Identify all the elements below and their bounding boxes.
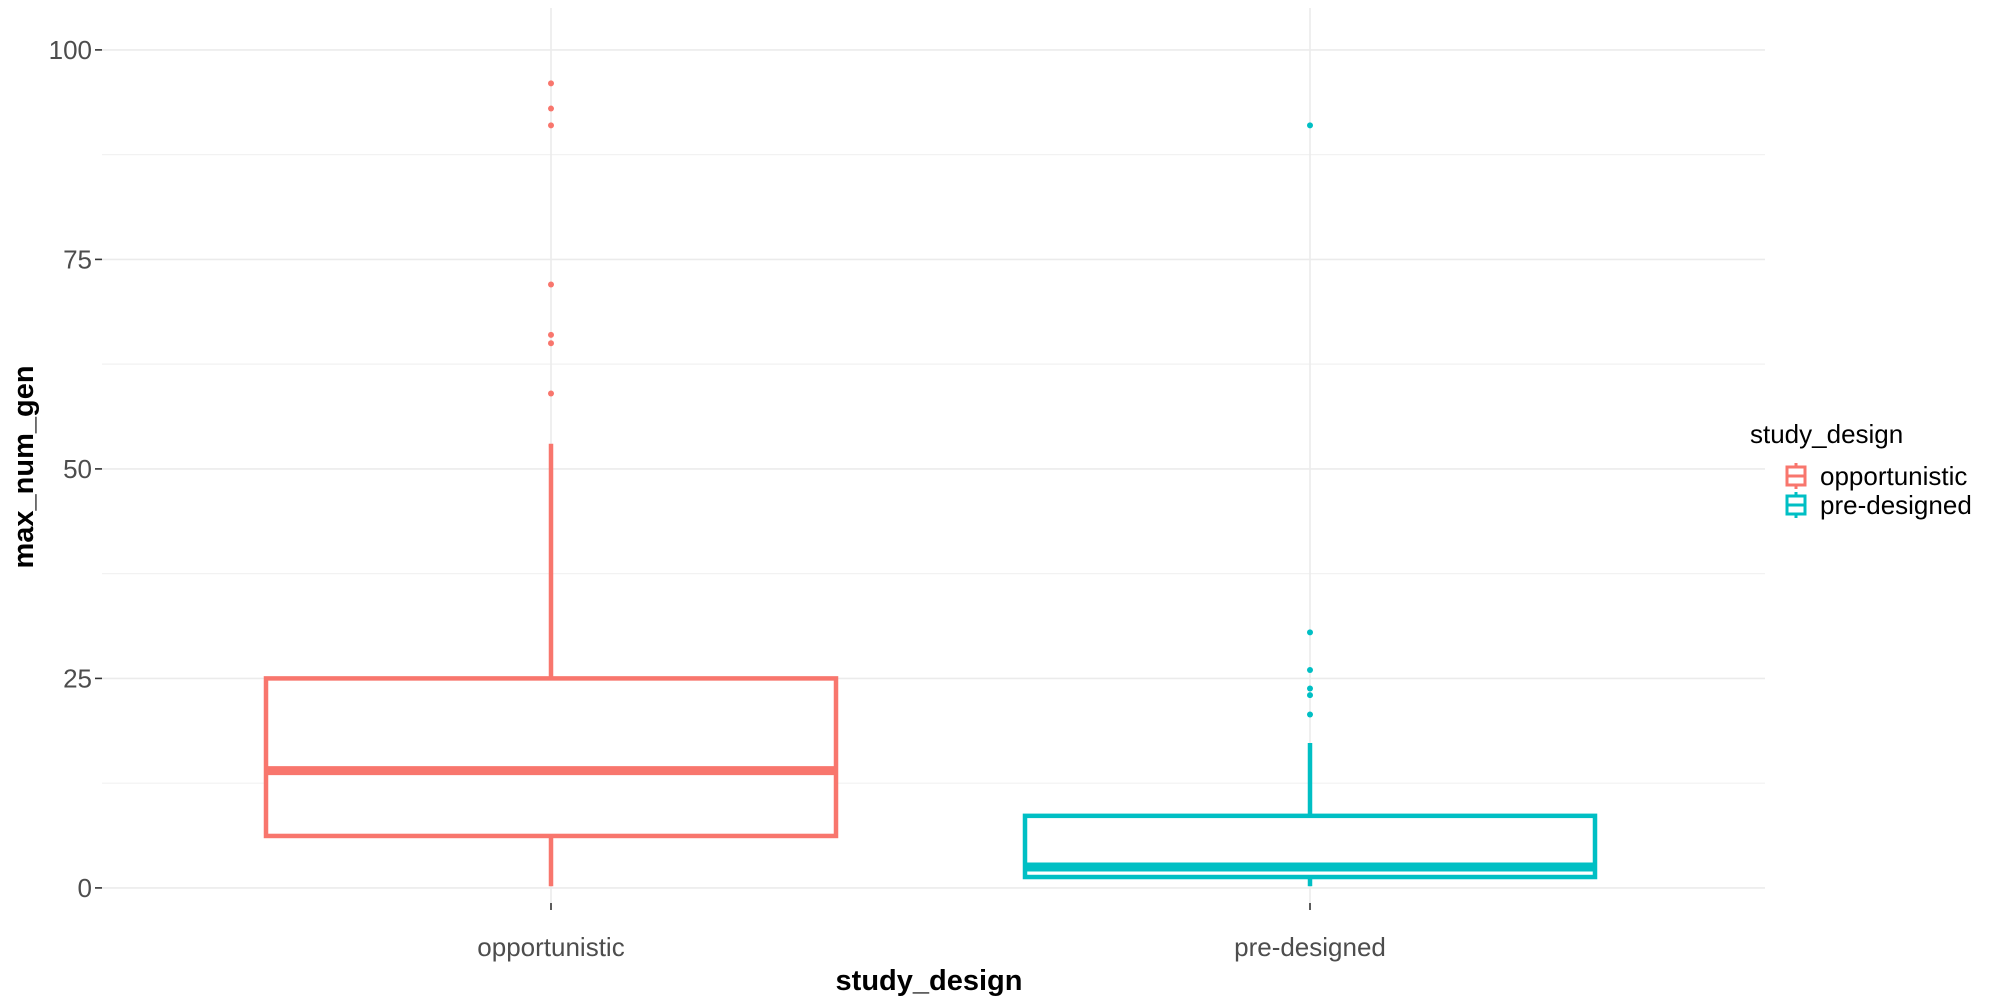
outlier-point <box>1307 667 1313 674</box>
y-tick-label: 50 <box>63 454 92 484</box>
y-tick-label: 0 <box>78 873 92 903</box>
outlier-point <box>1307 685 1313 692</box>
x-tick-label: pre-designed <box>1234 932 1386 962</box>
outlier-point <box>548 105 554 112</box>
legend-key-pre-designed <box>1785 492 1807 518</box>
outlier-point <box>548 331 554 338</box>
outlier-point <box>548 281 554 288</box>
legend-label: opportunistic <box>1820 461 1967 491</box>
legend-title: study_design <box>1750 419 1903 449</box>
outlier-point <box>548 80 554 87</box>
outlier-point <box>1307 692 1313 699</box>
boxes <box>263 80 1598 887</box>
outlier-point <box>548 390 554 397</box>
y-tick-label: 75 <box>63 244 92 274</box>
x-tick-label: opportunistic <box>477 932 624 962</box>
legend-label: pre-designed <box>1820 490 1972 520</box>
axes: 0 25 50 75 100 opportunistic pre-designed <box>49 35 1386 962</box>
box-body <box>263 676 839 839</box>
box-opportunistic <box>263 80 839 887</box>
outlier-point <box>548 340 554 347</box>
outlier-point <box>1307 122 1313 129</box>
y-axis-title: max_num_gen <box>8 365 40 568</box>
outlier-point <box>1307 629 1313 636</box>
legend-key-opportunistic <box>1785 463 1807 489</box>
outlier-point <box>548 122 554 129</box>
outlier-point <box>1307 711 1313 718</box>
x-axis-title: study_design <box>836 965 1023 997</box>
box-pre-designed <box>1022 122 1598 887</box>
y-tick-label: 100 <box>49 35 92 65</box>
y-tick-label: 25 <box>63 663 92 693</box>
